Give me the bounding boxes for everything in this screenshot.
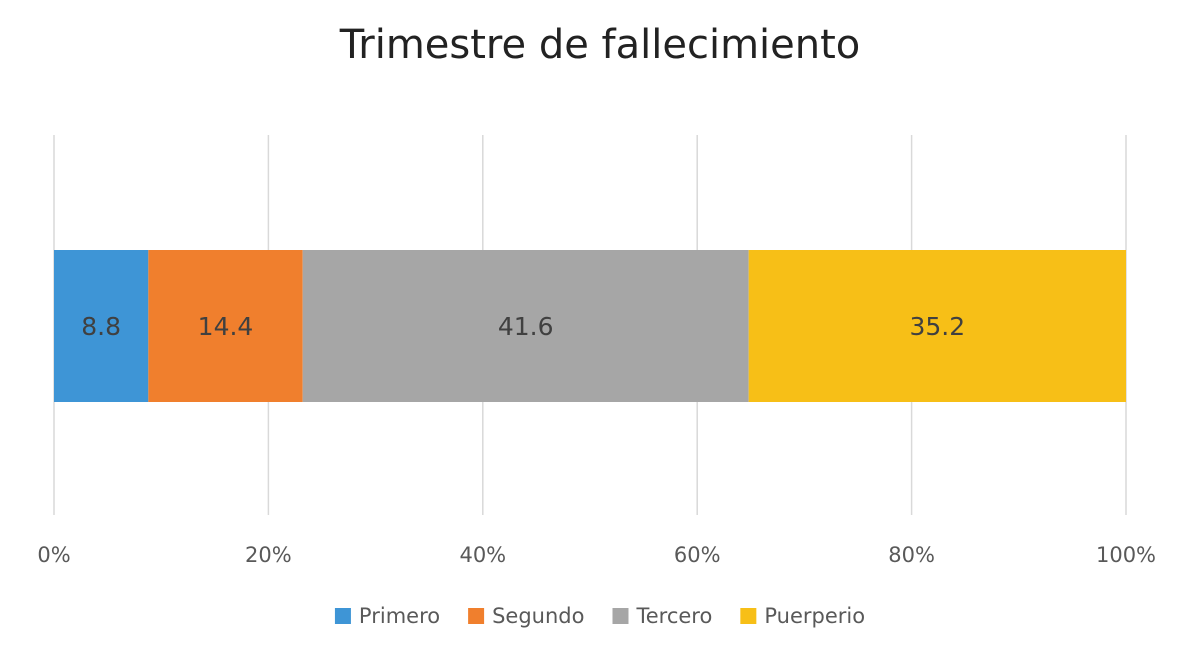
legend-item-segundo: Segundo [468, 604, 584, 628]
legend-swatch [334, 608, 351, 624]
x-tick-label: 0% [37, 543, 70, 567]
legend-swatch [740, 608, 757, 624]
x-tick-label: 40% [459, 543, 506, 567]
legend-swatch [468, 608, 485, 624]
bar-segments [54, 250, 1126, 402]
chart-title: Trimestre de fallecimiento [339, 22, 861, 68]
legend-label: Primero [359, 604, 440, 628]
x-tick-label: 60% [674, 543, 721, 567]
legend-label: Segundo [492, 604, 584, 628]
x-tick-label: 20% [245, 543, 292, 567]
legend-item-puerperio: Puerperio [740, 604, 865, 628]
legend: Primero Segundo Tercero Puerperio [334, 604, 865, 628]
x-tick-label: 80% [888, 543, 935, 567]
bar-segment-puerperio [748, 250, 1126, 402]
legend-label: Puerperio [764, 604, 865, 628]
legend-item-primero: Primero [334, 604, 440, 628]
legend-swatch [612, 608, 629, 624]
data-labels: 8.8 14.4 41.6 35.2 [81, 312, 965, 341]
data-label: 8.8 [81, 312, 121, 341]
legend-item-tercero: Tercero [612, 604, 712, 628]
data-label: 41.6 [498, 312, 554, 341]
x-tick-label: 100% [1096, 543, 1156, 567]
bar-segment-primero [54, 250, 149, 402]
bar-segment-segundo [148, 250, 303, 402]
legend-label: Tercero [635, 604, 712, 628]
bar-segment-tercero [302, 250, 749, 402]
data-label: 14.4 [198, 312, 254, 341]
x-axis-ticks: 0% 20% 40% 60% 80% 100% [37, 543, 1156, 567]
data-label: 35.2 [909, 312, 965, 341]
